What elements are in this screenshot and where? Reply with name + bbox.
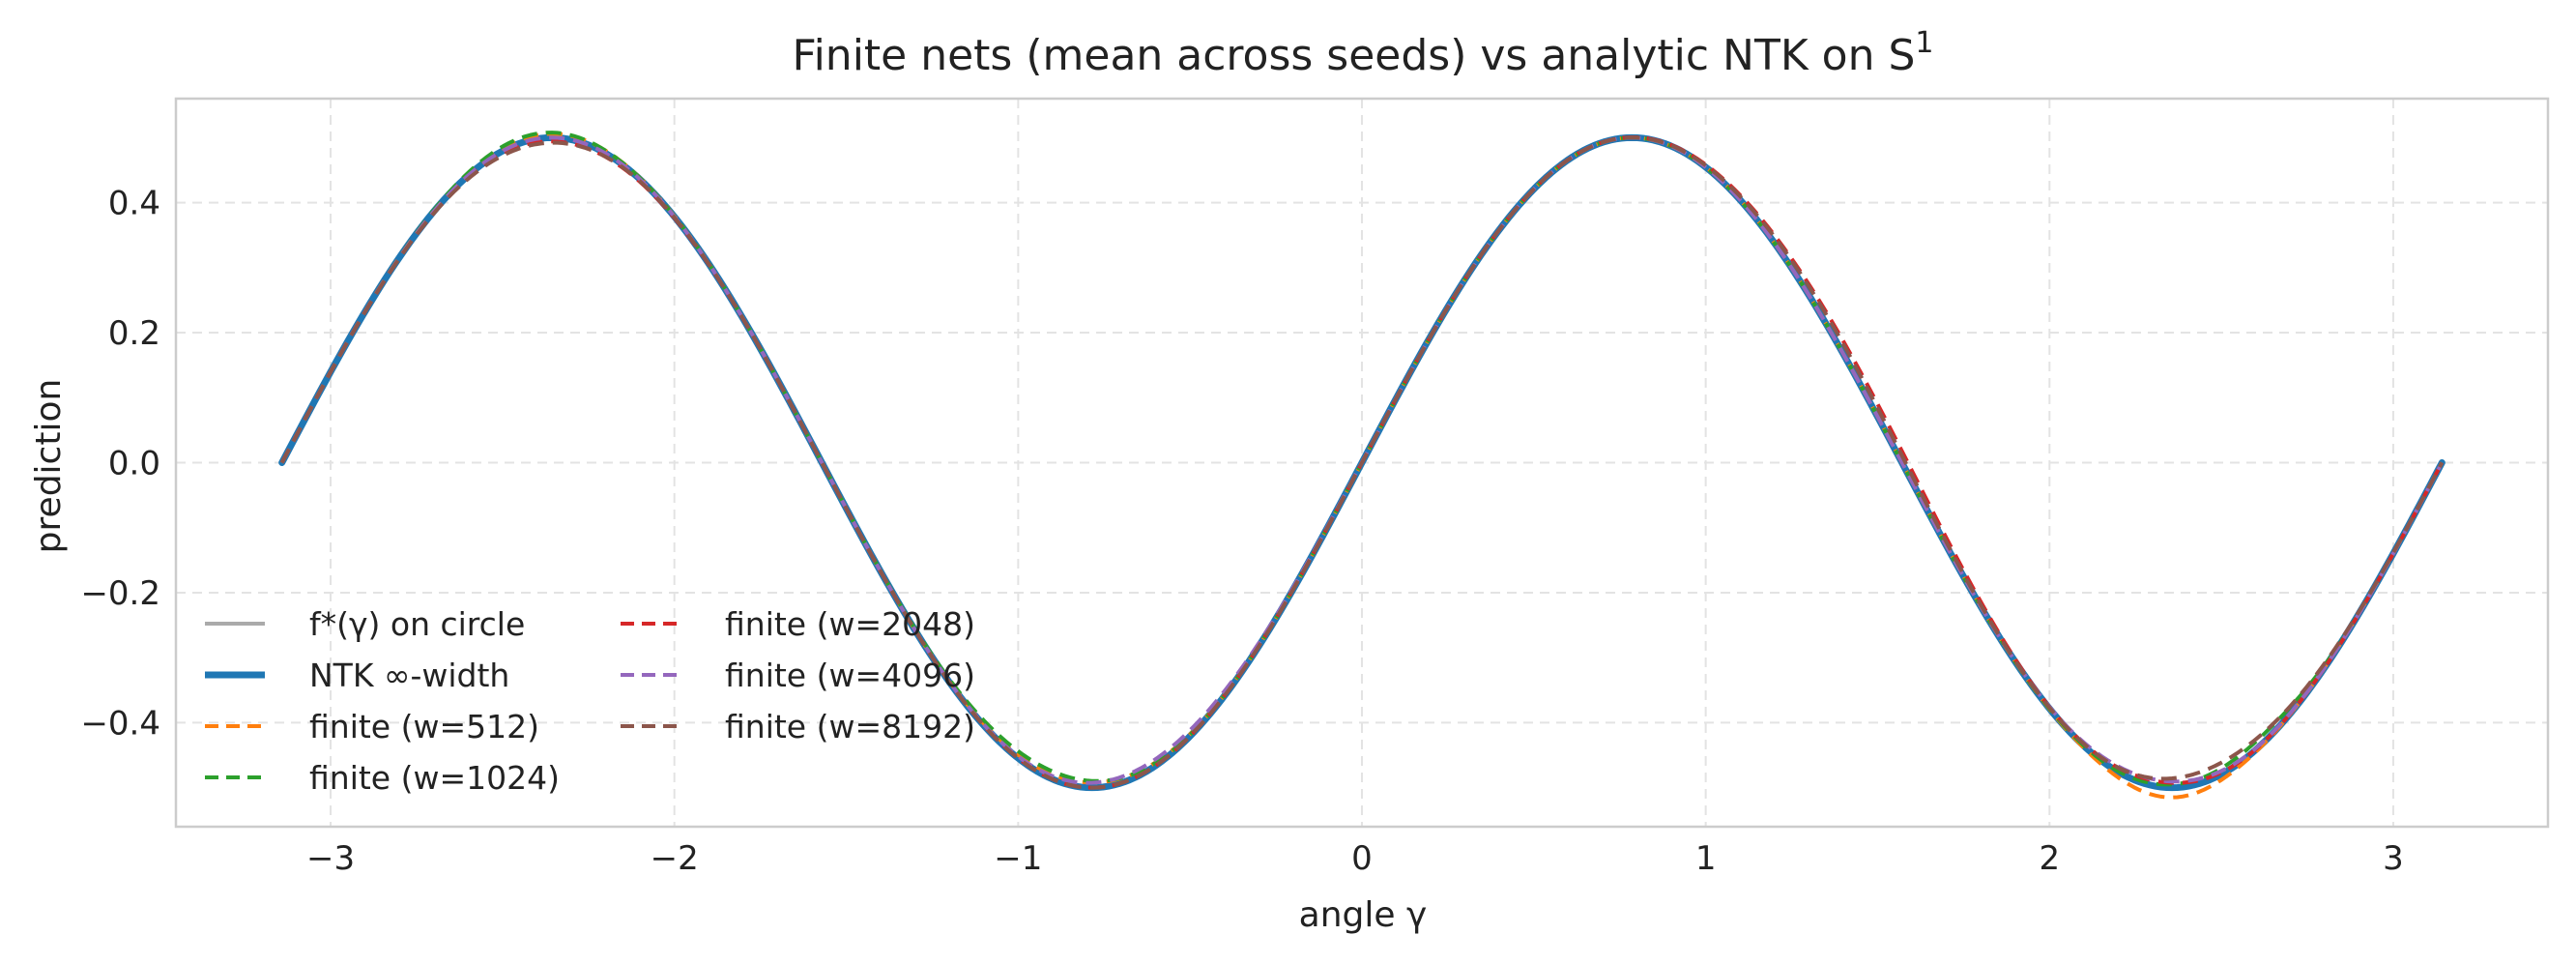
y-tick-label: 0.0 <box>108 445 160 483</box>
x-tick-label: 1 <box>1695 839 1717 878</box>
legend-entry: finite (w=4096) <box>621 657 975 694</box>
legend-label: finite (w=4096) <box>725 657 975 694</box>
legend: f*(γ) on circle NTK ∞-width finite (w=512)… <box>205 605 975 797</box>
legend-label: finite (w=8192) <box>725 708 975 745</box>
legend-entry: finite (w=512) <box>205 708 539 745</box>
chart-title-main: Finite nets (mean across seeds) vs analy… <box>792 31 1915 80</box>
series-lines <box>278 131 2446 800</box>
x-tick-label: 0 <box>1351 839 1373 878</box>
y-axis-ticks: −0.4 −0.2 0.0 0.2 0.4 <box>80 185 160 744</box>
plot-frame <box>174 97 2550 829</box>
chart-title: Finite nets (mean across seeds) vs analy… <box>792 26 1933 80</box>
x-axis-ticks: −3 −2 −1 0 1 2 3 <box>306 839 2404 878</box>
legend-label: finite (w=512) <box>309 708 539 745</box>
legend-entry: f*(γ) on circle <box>205 605 525 643</box>
legend-label: NTK ∞-width <box>309 657 509 694</box>
x-tick-label: −3 <box>306 839 355 878</box>
y-tick-label: 0.4 <box>108 185 160 223</box>
legend-entry: finite (w=2048) <box>621 605 975 643</box>
legend-entry: NTK ∞-width <box>205 657 509 694</box>
x-tick-label: −2 <box>651 839 699 878</box>
legend-entry: finite (w=8192) <box>621 708 975 745</box>
series-line-6 <box>279 135 2445 790</box>
legend-label: f*(γ) on circle <box>309 605 525 643</box>
grid-lines <box>176 99 2548 827</box>
y-axis-label: prediction <box>29 379 69 554</box>
x-tick-label: −1 <box>994 839 1042 878</box>
y-tick-label: 0.2 <box>108 314 160 353</box>
legend-label: finite (w=2048) <box>725 605 975 643</box>
x-tick-label: 2 <box>2039 839 2060 878</box>
x-tick-label: 3 <box>2383 839 2404 878</box>
chart-title-superscript: 1 <box>1915 26 1933 60</box>
x-axis-label: angle γ <box>1299 895 1428 935</box>
y-tick-label: −0.2 <box>80 574 160 613</box>
legend-entry: finite (w=1024) <box>205 759 560 797</box>
y-tick-label: −0.4 <box>80 704 160 743</box>
legend-label: finite (w=1024) <box>309 759 560 797</box>
